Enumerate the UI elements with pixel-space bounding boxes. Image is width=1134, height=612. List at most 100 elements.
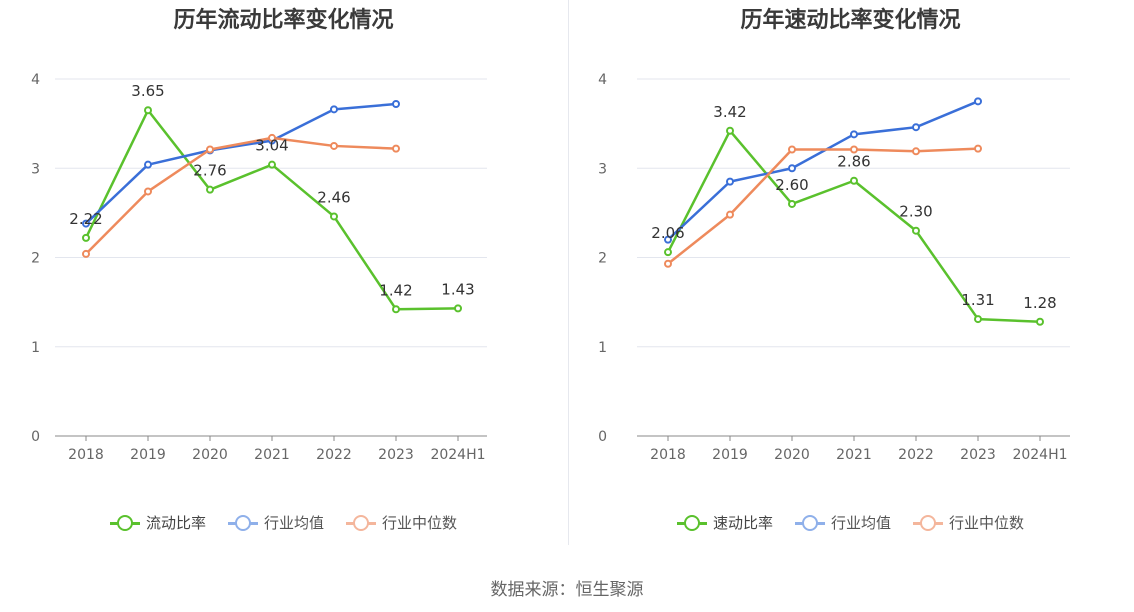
data-point[interactable] — [144, 106, 152, 115]
data-label: 2.22 — [69, 210, 102, 228]
legend-item[interactable]: 流动比率 — [109, 512, 206, 533]
plot-area: 0 1 2 3 4 2018 2019 2020 2021 2022 2023 2024H1 2.06 3… — [598, 72, 1070, 463]
data-point[interactable] — [726, 177, 734, 186]
y-tick-label: 2 — [598, 251, 607, 267]
legend-label: 行业中位数 — [949, 514, 1025, 532]
data-point[interactable] — [82, 233, 90, 242]
data-point[interactable] — [144, 160, 152, 169]
x-tick-label: 2019 — [130, 447, 166, 463]
data-point[interactable] — [850, 176, 858, 185]
legend-swatch — [794, 514, 825, 531]
data-point[interactable] — [206, 145, 214, 154]
data-point[interactable] — [912, 147, 920, 156]
legend-item[interactable]: 行业均值 — [794, 512, 891, 533]
plot-area: 0 1 2 3 4 2018 2019 2020 2021 2022 2023 2024H1 2.22 3… — [31, 72, 487, 463]
data-label: 1.42 — [379, 281, 412, 299]
x-tick-label: 2022 — [898, 447, 934, 463]
chart-title: 历年流动比率变化情况 — [173, 8, 394, 33]
legend-swatch — [676, 514, 707, 531]
chart-quick-ratio: 历年速动比率变化情况 0 1 2 3 4 2018 2019 2020 2021 2022 2023… — [567, 0, 1134, 560]
data-label: 2.46 — [317, 188, 350, 206]
y-tick-label: 3 — [598, 161, 607, 177]
data-point[interactable] — [974, 97, 982, 106]
data-point[interactable] — [850, 130, 858, 139]
data-label: 1.28 — [1023, 294, 1056, 312]
x-tick-label: 2021 — [836, 447, 872, 463]
legend-label: 速动比率 — [712, 514, 773, 532]
legend-swatch — [346, 514, 376, 531]
data-point[interactable] — [974, 315, 982, 324]
legend-label: 行业均值 — [263, 514, 324, 532]
data-point[interactable] — [330, 105, 338, 114]
data-point[interactable] — [912, 226, 920, 235]
data-point[interactable] — [330, 212, 338, 221]
chart-current-ratio: 历年流动比率变化情况 0 1 2 3 4 2018 2019 2020 2021 2022 2023… — [0, 0, 567, 560]
x-tick-label: 2019 — [712, 447, 748, 463]
legend-label: 流动比率 — [145, 514, 206, 532]
x-tick-label: 2022 — [316, 447, 352, 463]
data-point[interactable] — [788, 145, 796, 154]
series-line-2 — [667, 147, 979, 265]
x-tick-label: 2024H1 — [1012, 447, 1067, 463]
x-tick-label: 2020 — [774, 447, 810, 463]
x-tick-label: 2023 — [960, 447, 996, 463]
data-point[interactable] — [850, 145, 858, 154]
data-point[interactable] — [392, 305, 400, 314]
panel-divider — [568, 0, 569, 545]
legend-swatch — [109, 514, 140, 531]
data-point[interactable] — [726, 210, 734, 219]
data-point[interactable] — [726, 126, 734, 135]
series-line-1 — [667, 100, 979, 241]
data-point[interactable] — [268, 133, 276, 142]
y-tick-label: 2 — [31, 251, 40, 267]
data-point[interactable] — [664, 248, 672, 257]
data-point[interactable] — [664, 259, 672, 268]
y-tick-label: 4 — [31, 72, 40, 88]
data-point[interactable] — [82, 249, 90, 258]
y-tick-label: 3 — [31, 161, 40, 177]
data-point[interactable] — [454, 304, 462, 313]
legend: 流动比率 行业均值 行业中位数 — [0, 512, 567, 533]
legend-label: 行业中位数 — [382, 514, 458, 532]
data-point[interactable] — [206, 185, 214, 194]
data-point[interactable] — [912, 123, 920, 132]
legend-item[interactable]: 行业中位数 — [913, 512, 1024, 533]
data-label: 2.86 — [837, 153, 870, 171]
legend-item[interactable]: 速动比率 — [676, 512, 773, 533]
legend-item[interactable]: 行业均值 — [227, 512, 324, 533]
chart-title: 历年速动比率变化情况 — [740, 8, 961, 33]
legend-swatch — [913, 514, 943, 531]
data-label: 3.42 — [713, 103, 746, 121]
data-label: 1.43 — [441, 280, 474, 298]
x-tick-label: 2023 — [378, 447, 414, 463]
data-point[interactable] — [82, 219, 90, 228]
data-point[interactable] — [788, 199, 796, 208]
data-point[interactable] — [974, 144, 982, 153]
data-point[interactable] — [144, 187, 152, 196]
y-tick-label: 0 — [31, 429, 40, 445]
x-tick-label: 2024H1 — [430, 447, 485, 463]
data-label: 2.76 — [193, 162, 226, 180]
data-source: 数据来源：恒生聚源 — [490, 580, 644, 600]
x-tick-label: 2018 — [650, 447, 686, 463]
data-label: 2.30 — [899, 203, 932, 221]
data-label: 3.04 — [255, 137, 288, 155]
data-point[interactable] — [330, 141, 338, 150]
data-point[interactable] — [1036, 317, 1044, 326]
data-point[interactable] — [392, 144, 400, 153]
x-tick-label: 2021 — [254, 447, 290, 463]
y-tick-label: 1 — [598, 340, 607, 356]
y-tick-label: 0 — [598, 429, 607, 445]
y-tick-label: 1 — [31, 340, 40, 356]
series-line-2 — [85, 136, 397, 255]
x-tick-label: 2020 — [192, 447, 228, 463]
legend-item[interactable]: 行业中位数 — [346, 512, 457, 533]
legend-swatch — [227, 514, 258, 531]
data-label: 2.60 — [775, 176, 808, 194]
data-point[interactable] — [788, 164, 796, 173]
data-point[interactable] — [268, 160, 276, 169]
data-point[interactable] — [392, 99, 400, 108]
legend-label: 行业均值 — [830, 514, 891, 532]
data-label: 1.31 — [961, 291, 994, 309]
data-point[interactable] — [664, 235, 672, 244]
